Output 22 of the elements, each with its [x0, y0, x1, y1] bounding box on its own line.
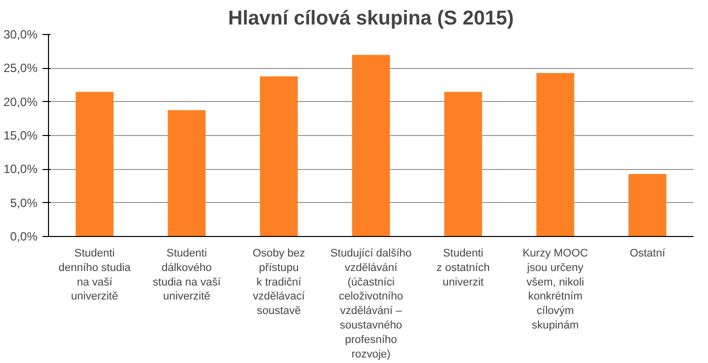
- x-tick-label: Ostatní: [630, 248, 666, 260]
- y-tick-label: 20,0%: [3, 94, 38, 109]
- bar: [352, 54, 390, 236]
- y-tick-label: 30,0%: [3, 28, 38, 42]
- y-tick-label: 15,0%: [3, 128, 38, 142]
- bar: [628, 174, 666, 236]
- bar: [168, 110, 206, 236]
- x-tick-label: Studenti z ostatních univerzit: [436, 248, 490, 288]
- chart-title: Hlavní cílová skupina (S 2015): [228, 8, 514, 30]
- x-tick-label: Studenti dálkového studia na vaší univerzitě: [152, 248, 222, 303]
- x-tick-label: Kurzy MOOC jsou určeny všem, nikoli konkrétním cílovým skupinám: [522, 248, 588, 332]
- bar: [260, 76, 298, 236]
- bar: [444, 92, 482, 236]
- y-tick-label: 5,0%: [10, 196, 38, 210]
- bar: [536, 73, 574, 236]
- y-tick-label: 10,0%: [3, 162, 38, 176]
- y-tick-label: 0,0%: [10, 230, 38, 244]
- y-tick-label: 25,0%: [3, 61, 38, 76]
- x-tick-label: Osoby bez přístupu k tradiční vzdělávací soustavě: [252, 248, 306, 318]
- bar: [76, 92, 114, 236]
- x-tick-label: Studující dalšího vzdělávání (účastníci celoživotního vzdělávání – soustavného profesního rozvoje): [330, 248, 412, 360]
- x-tick-label: Studenti denního studia na vaší univerzitě: [58, 248, 132, 303]
